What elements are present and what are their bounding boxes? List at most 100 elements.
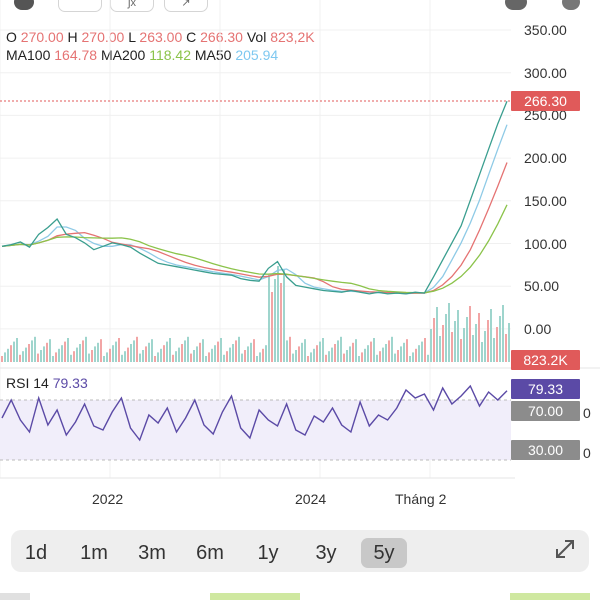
volume-bar: [109, 348, 111, 362]
share-icon[interactable]: [562, 0, 580, 10]
expand-icon[interactable]: [553, 536, 577, 562]
volume-bar: [25, 347, 27, 362]
volume-bar: [442, 325, 444, 362]
volume-bar: [280, 283, 282, 362]
period-1d[interactable]: 1d: [24, 541, 48, 564]
top-toolbar: ʃx ↗: [0, 0, 600, 14]
period-1y[interactable]: 1y: [257, 541, 279, 564]
volume-bar: [457, 310, 459, 362]
volume-bar: [439, 336, 441, 362]
volume-bar: [310, 352, 312, 362]
period-3m[interactable]: 3m: [138, 541, 166, 564]
volume-bar: [478, 313, 480, 362]
volume-bar: [130, 344, 132, 362]
volume-bar: [40, 350, 42, 362]
volume-bar: [106, 352, 108, 362]
volume-bar: [124, 351, 126, 362]
volume-bar: [268, 275, 270, 362]
volume-bar: [16, 338, 18, 362]
volume-bar: [316, 345, 318, 362]
period-5y[interactable]: 5y: [361, 538, 407, 568]
bottom-peek-a: [0, 593, 30, 600]
price-axis-label: 300.00: [524, 64, 567, 81]
volume-bar: [424, 338, 426, 362]
volume-bar: [436, 307, 438, 362]
volume-bar: [277, 266, 279, 362]
drawing-tool-icon[interactable]: [14, 0, 34, 10]
volume-bar: [61, 345, 63, 362]
volume-bar: [226, 351, 228, 362]
volume-bar: [352, 342, 354, 362]
volume-bar: [214, 345, 216, 362]
rsi-value-tag: 79.33: [511, 379, 580, 399]
volume-bar: [52, 356, 54, 362]
volume-bar: [166, 341, 168, 362]
volume-bar: [493, 338, 495, 362]
price-axis-label: 350.00: [524, 22, 567, 38]
volume-bar: [301, 342, 303, 362]
volume-bar: [154, 356, 156, 362]
volume-bar: [73, 351, 75, 362]
time-label-2022: 2022: [92, 491, 124, 507]
price-axis-label: 250.00: [524, 107, 567, 124]
toolbar-button-a[interactable]: [58, 0, 102, 12]
price-axis-label: 0.00: [524, 320, 552, 337]
volume-bar: [259, 352, 261, 362]
volume-bar: [28, 344, 30, 362]
volume-bar: [292, 353, 294, 362]
price-line: [1, 101, 508, 295]
volume-bar: [172, 354, 174, 362]
volume-bar: [463, 328, 465, 362]
rsi-upper-tag: 70.00: [511, 401, 580, 421]
volume-bar: [136, 336, 138, 362]
volume-bar: [433, 318, 435, 362]
volume-bar: [262, 348, 264, 362]
volume-bar: [13, 341, 15, 362]
volume-tag: 823.2K: [511, 350, 580, 370]
volume-bar: [382, 347, 384, 362]
rsi-line: [1, 384, 508, 442]
volume-bar: [421, 341, 423, 362]
volume-bar: [379, 351, 381, 362]
volume-bar: [307, 356, 309, 362]
volume-bar: [289, 336, 291, 362]
rsi-axis-partial-a: 0: [583, 405, 591, 421]
chart-grid: [0, 0, 511, 478]
volume-bar: [346, 350, 348, 362]
period-3y[interactable]: 3y: [315, 541, 337, 564]
volume-bar: [82, 340, 84, 362]
volume-bar: [88, 353, 90, 362]
moving-average-legend: MA100 164.78 MA200 118.42 MA50 205.94: [6, 47, 279, 63]
trend-icon: ↗: [181, 0, 191, 9]
volume-bar: [361, 352, 363, 362]
bottom-peek-b: [210, 593, 300, 600]
volume-bar: [97, 342, 99, 362]
volume-bar: [58, 348, 60, 362]
volume-bar: [328, 351, 330, 362]
fx-icon: ʃx: [128, 0, 136, 9]
gear-icon[interactable]: [505, 0, 527, 10]
volume-bar: [370, 341, 372, 362]
volume-bar: [202, 339, 204, 362]
volume-bar: [160, 348, 162, 362]
volume-bar: [376, 354, 378, 362]
volume-bar: [367, 345, 369, 362]
volume-bar: [64, 341, 66, 362]
volume-bar: [169, 338, 171, 362]
volume-bar: [412, 352, 414, 362]
volume-bar: [55, 352, 57, 362]
volume-bar: [19, 354, 21, 362]
period-6m[interactable]: 6m: [196, 541, 224, 564]
volume-bar: [142, 350, 144, 362]
volume-bar: [85, 336, 87, 362]
volume-bar: [373, 338, 375, 362]
volume-bars: [1, 266, 510, 362]
volume-bar: [112, 345, 114, 362]
volume-bar: [145, 346, 147, 362]
compare-button[interactable]: ↗: [164, 0, 208, 12]
last-price-tag: 266.30: [511, 91, 580, 111]
volume-bar: [388, 340, 390, 362]
period-1m[interactable]: 1m: [80, 541, 108, 564]
volume-bar: [151, 339, 153, 362]
